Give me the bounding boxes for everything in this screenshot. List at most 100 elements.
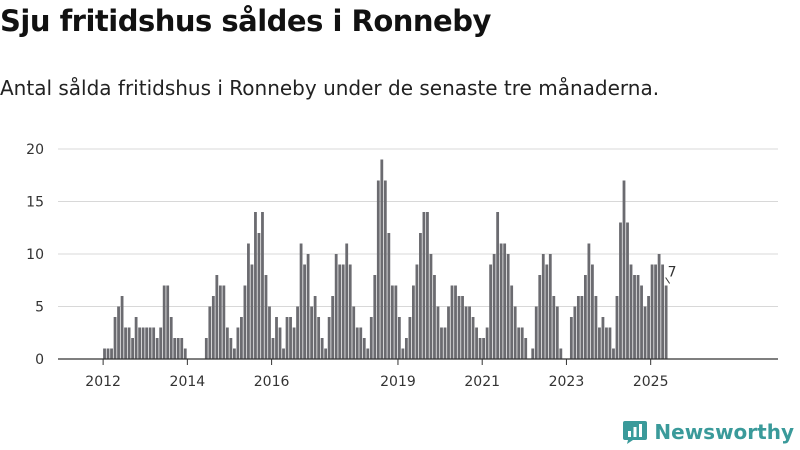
- bar: [506, 254, 510, 359]
- bar: [583, 275, 587, 359]
- bar: [629, 264, 633, 359]
- bar: [612, 348, 615, 359]
- bar: [348, 264, 352, 359]
- bar: [138, 327, 142, 359]
- bar: [496, 212, 500, 359]
- bar: [513, 306, 517, 359]
- bar: [538, 275, 542, 359]
- bar: [436, 306, 440, 359]
- bar: [548, 254, 552, 359]
- bar: [141, 327, 145, 359]
- bar: [461, 296, 464, 359]
- bar: [541, 254, 545, 359]
- bar: [124, 327, 127, 359]
- bar: [282, 348, 285, 359]
- bar: [447, 306, 450, 359]
- bar: [338, 264, 342, 359]
- bar: [619, 222, 622, 359]
- annotation-leader: [665, 277, 671, 284]
- bar: [464, 306, 468, 359]
- bar: [640, 285, 643, 359]
- bar: [183, 348, 187, 359]
- bar: [492, 254, 496, 359]
- bar: [534, 306, 538, 359]
- bar: [229, 338, 233, 359]
- bar: [387, 233, 391, 359]
- bar: [359, 327, 363, 359]
- bar: [296, 306, 299, 359]
- bar: [412, 285, 415, 359]
- bar: [468, 306, 471, 359]
- chart-subtitle: Antal sålda fritidshus i Ronneby under d…: [0, 76, 660, 100]
- y-tick-label: 0: [35, 352, 44, 368]
- bar: [664, 285, 668, 359]
- bar: [422, 212, 426, 359]
- bar: [636, 275, 640, 359]
- bar: [559, 348, 563, 359]
- x-tick-label: 2014: [170, 374, 206, 390]
- bar: [334, 254, 338, 359]
- bar: [419, 233, 422, 359]
- bar: [661, 264, 665, 359]
- bar: [352, 306, 356, 359]
- bar: [394, 285, 398, 359]
- bar: [341, 264, 345, 359]
- bar: [310, 306, 314, 359]
- bar: [380, 159, 384, 359]
- bar: [148, 327, 152, 359]
- bar: [303, 264, 306, 359]
- bar: [485, 327, 489, 359]
- bar: [103, 348, 106, 359]
- bar: [247, 243, 250, 359]
- y-tick-label: 5: [35, 300, 44, 316]
- bar: [369, 317, 373, 359]
- bar: [127, 327, 131, 359]
- newsworthy-logo-icon: [623, 421, 648, 444]
- bar: [106, 348, 110, 359]
- bar: [317, 317, 321, 359]
- bar: [622, 180, 626, 359]
- y-tick-label: 10: [26, 247, 44, 263]
- bar: [608, 327, 612, 359]
- bar: [591, 264, 594, 359]
- bar: [598, 327, 601, 359]
- bar: [475, 327, 478, 359]
- bar: [208, 306, 212, 359]
- bar: [482, 338, 485, 359]
- bar: [626, 222, 629, 359]
- bar: [580, 296, 584, 359]
- bar: [615, 296, 619, 359]
- bar: [180, 338, 184, 359]
- bar: [236, 327, 240, 359]
- highlight-value-label: 7: [668, 265, 677, 281]
- bar: [404, 338, 408, 359]
- bar: [222, 285, 226, 359]
- bar: [331, 296, 335, 359]
- bar: [401, 348, 405, 359]
- bar: [120, 296, 124, 359]
- bar: [176, 338, 180, 359]
- x-tick-label: 2021: [464, 374, 500, 390]
- bar: [520, 327, 524, 359]
- bar: [218, 285, 222, 359]
- bar: [131, 338, 134, 359]
- bar: [471, 317, 475, 359]
- bar: [478, 338, 482, 359]
- bar: [292, 327, 296, 359]
- bar: [110, 348, 113, 359]
- bar: [503, 243, 507, 359]
- y-tick-label: 20: [26, 142, 44, 158]
- brand-logo: Newsworthy: [622, 419, 794, 445]
- bar: [306, 254, 310, 359]
- bar: [587, 243, 591, 359]
- bar: [152, 327, 156, 359]
- bar: [429, 254, 433, 359]
- bar: [264, 275, 268, 359]
- bar: [489, 264, 493, 359]
- bar: [373, 275, 377, 359]
- y-tick-label: 15: [26, 195, 44, 211]
- y-axis: 0 5 10 15 20: [26, 142, 44, 368]
- bar: [517, 327, 521, 359]
- brand-name: Newsworthy: [654, 420, 794, 444]
- bar: [261, 212, 264, 359]
